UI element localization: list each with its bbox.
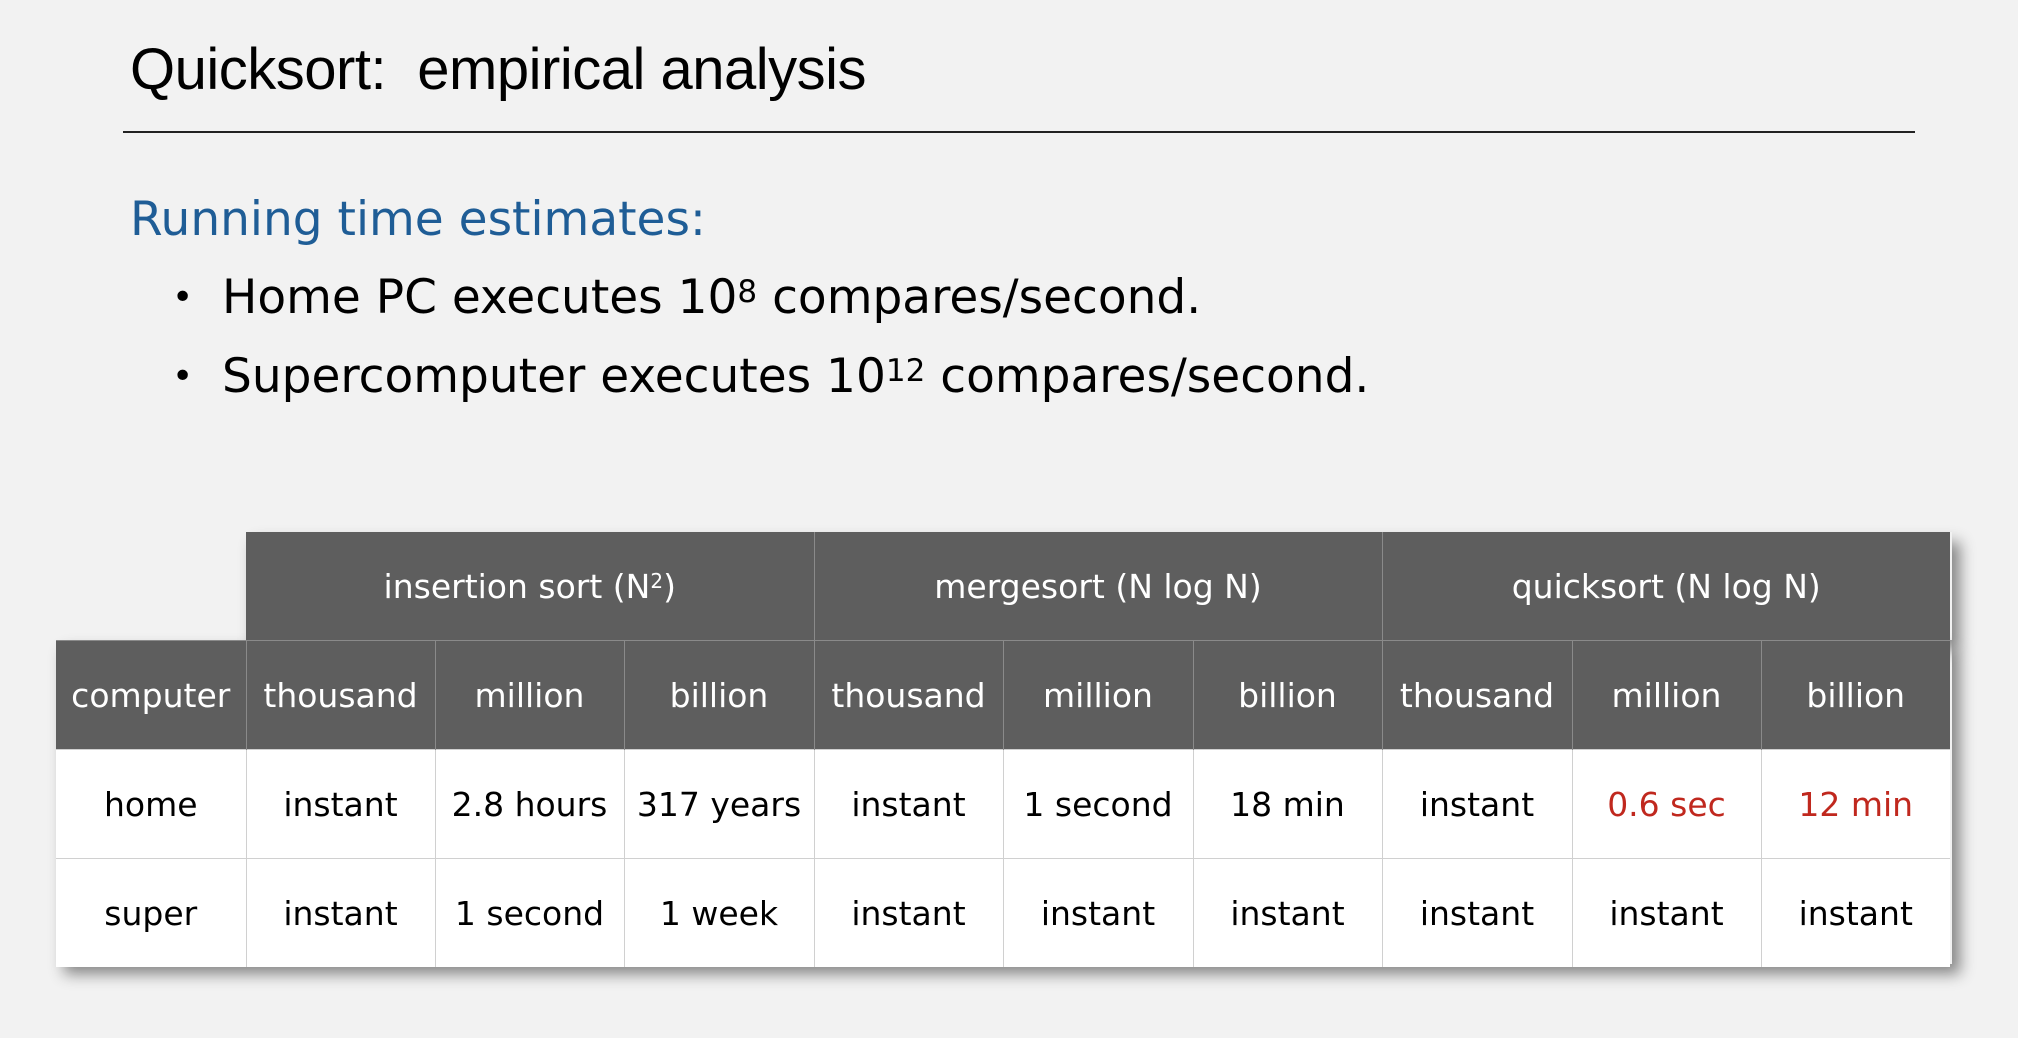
running-time-table: insertion sort (N2) mergesort (N log N) … xyxy=(56,532,1952,967)
column-header: billion xyxy=(1760,640,1950,750)
bullet-text: Supercomputer executes 10 xyxy=(222,349,886,404)
bullet-exponent: 8 xyxy=(737,274,758,310)
column-header: thousand xyxy=(813,640,1003,750)
table-corner xyxy=(56,532,246,641)
table-cell: instant xyxy=(1760,858,1950,967)
group-header-quicksort: quicksort (N log N) xyxy=(1381,532,1950,641)
bullet-item: • Supercomputer executes 1012 compares/se… xyxy=(172,347,1369,426)
bullet-text: compares/second. xyxy=(757,270,1202,325)
bullet-item: • Home PC executes 108 compares/second. xyxy=(172,268,1369,347)
column-header: thousand xyxy=(245,640,435,750)
table-cell: instant xyxy=(813,749,1003,859)
bullet-dot-icon: • xyxy=(172,277,194,318)
bullet-text: compares/second. xyxy=(925,349,1370,404)
comparison-table: insertion sort (N2) mergesort (N log N) … xyxy=(56,532,1950,967)
table-cell: 1 second xyxy=(1002,749,1193,859)
group-header-insertion-sort: insertion sort (N2) xyxy=(246,532,814,641)
table-cell: instant xyxy=(1192,858,1382,967)
table-cell: instant xyxy=(813,858,1003,967)
table-cell: super xyxy=(56,858,246,967)
table-cell: instant xyxy=(245,858,435,967)
table-row: super instant 1 second 1 week instant in… xyxy=(56,858,1950,967)
table-cell: 317 years xyxy=(623,749,814,859)
column-header: million xyxy=(1571,640,1761,750)
column-header: billion xyxy=(1192,640,1382,750)
table-row: home instant 2.8 hours 317 years instant… xyxy=(56,749,1950,859)
bullet-dot-icon: • xyxy=(172,356,194,397)
bullet-list: • Home PC executes 108 compares/second. •… xyxy=(172,268,1369,426)
table-cell: home xyxy=(56,749,246,859)
column-header: billion xyxy=(623,640,814,750)
column-header: thousand xyxy=(1381,640,1572,750)
table-cell: 2.8 hours xyxy=(434,749,624,859)
table-cell: 18 min xyxy=(1192,749,1382,859)
bullet-exponent: 12 xyxy=(885,353,926,389)
title-divider xyxy=(123,131,1915,133)
table-cell-highlight: 12 min xyxy=(1760,749,1950,859)
column-header: million xyxy=(434,640,624,750)
table-cell: instant xyxy=(1381,858,1572,967)
bullet-text: Home PC executes 10 xyxy=(222,270,738,325)
table-cell-highlight: 0.6 sec xyxy=(1571,749,1761,859)
column-header-row: computer thousand million billion thousa… xyxy=(56,640,1950,750)
table-cell: instant xyxy=(1381,749,1572,859)
table-cell: instant xyxy=(245,749,435,859)
slide-title: Quicksort: empirical analysis xyxy=(130,37,867,102)
group-header-mergesort: mergesort (N log N) xyxy=(813,532,1382,641)
column-header: million xyxy=(1002,640,1193,750)
column-header: computer xyxy=(56,640,246,750)
section-heading: Running time estimates: xyxy=(130,192,706,247)
table-cell: instant xyxy=(1002,858,1193,967)
table-cell: instant xyxy=(1571,858,1761,967)
table-cell: 1 second xyxy=(434,858,624,967)
table-cell: 1 week xyxy=(623,858,814,967)
